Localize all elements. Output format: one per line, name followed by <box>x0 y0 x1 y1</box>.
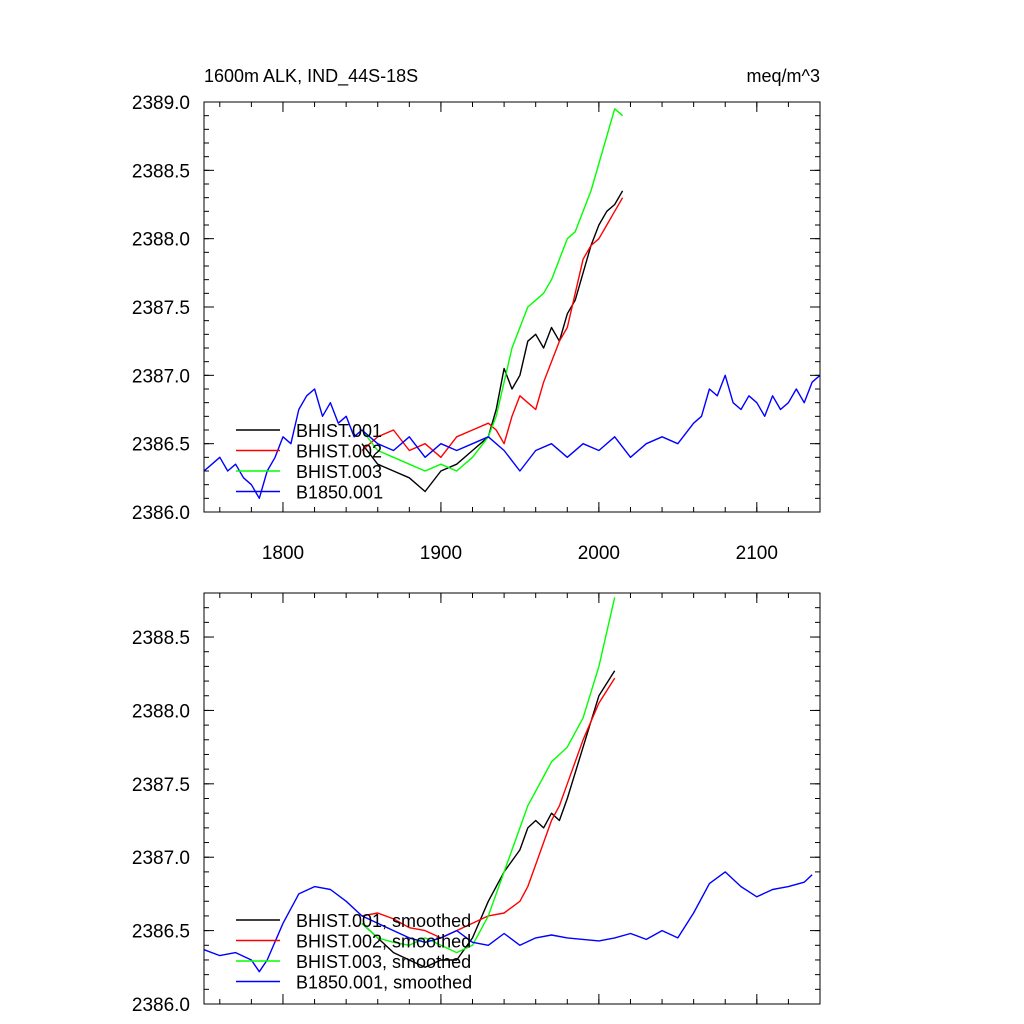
y-tick-label: 2389.0 <box>132 93 190 114</box>
bottom-ticks: 2386.0 2386.5 2387.0 2387.5 2388.0 2388.5 <box>132 592 821 1016</box>
series-line-bhist-001 <box>361 670 616 968</box>
y-tick-label: 2386.5 <box>132 435 190 456</box>
series-line-bhist-003 <box>361 597 616 954</box>
bottom-series-lines <box>203 597 813 973</box>
chart-title: 1600m ALK, IND_44S-18S <box>204 66 418 87</box>
y-tick-label: 2387.0 <box>132 366 190 387</box>
y-tick-label: 2387.0 <box>132 848 190 869</box>
y-tick-label: 2388.5 <box>132 628 190 649</box>
legend-label: B1850.001, smoothed <box>296 973 472 993</box>
series-line-b1850-001 <box>203 374 821 499</box>
series-line-b1850-001 <box>203 871 813 973</box>
x-tick-label: 2100 <box>736 543 778 564</box>
legend-label: BHIST.003 <box>296 462 382 482</box>
y-tick-label: 2388.0 <box>132 701 190 722</box>
bottom-panel: 2386.0 2386.5 2387.0 2387.5 2388.0 2388.5 BHI… <box>132 592 821 1016</box>
top-series-lines <box>203 108 821 499</box>
legend-label: B1850.001 <box>296 483 383 503</box>
x-tick-label: 1800 <box>262 543 304 564</box>
y-tick-label: 2388.0 <box>132 230 190 251</box>
y-tick-label: 2386.5 <box>132 922 190 943</box>
series-line-bhist-001 <box>361 190 624 493</box>
legend-label: BHIST.002 <box>296 442 382 462</box>
legend-label: BHIST.001 <box>296 421 382 441</box>
y-tick-label: 2387.5 <box>132 775 190 796</box>
legend-label: BHIST.002, smoothed <box>296 932 471 952</box>
top-ticks: 2386.0 2386.5 2387.0 2387.5 2388.0 2388.5 2389… <box>132 93 821 564</box>
units-label: meq/m^3 <box>747 66 820 86</box>
y-tick-label: 2386.0 <box>132 503 190 524</box>
top-plot-frame <box>203 101 821 513</box>
x-tick-label: 1900 <box>420 543 462 564</box>
series-line-bhist-003 <box>361 108 624 472</box>
legend-label: BHIST.001, smoothed <box>296 911 471 931</box>
bottom-plot-frame <box>203 592 821 1005</box>
legend-label: BHIST.003, smoothed <box>296 952 471 972</box>
series-line-bhist-002 <box>361 197 624 458</box>
y-tick-label: 2387.5 <box>132 298 190 319</box>
top-panel: 1600m ALK, IND_44S-18S meq/m^3 2386.0238… <box>132 66 821 564</box>
y-tick-label: 2386.0 <box>132 995 190 1016</box>
series-line-bhist-002 <box>361 677 616 939</box>
x-tick-label: 2000 <box>578 543 620 564</box>
y-tick-label: 2388.5 <box>132 161 190 182</box>
